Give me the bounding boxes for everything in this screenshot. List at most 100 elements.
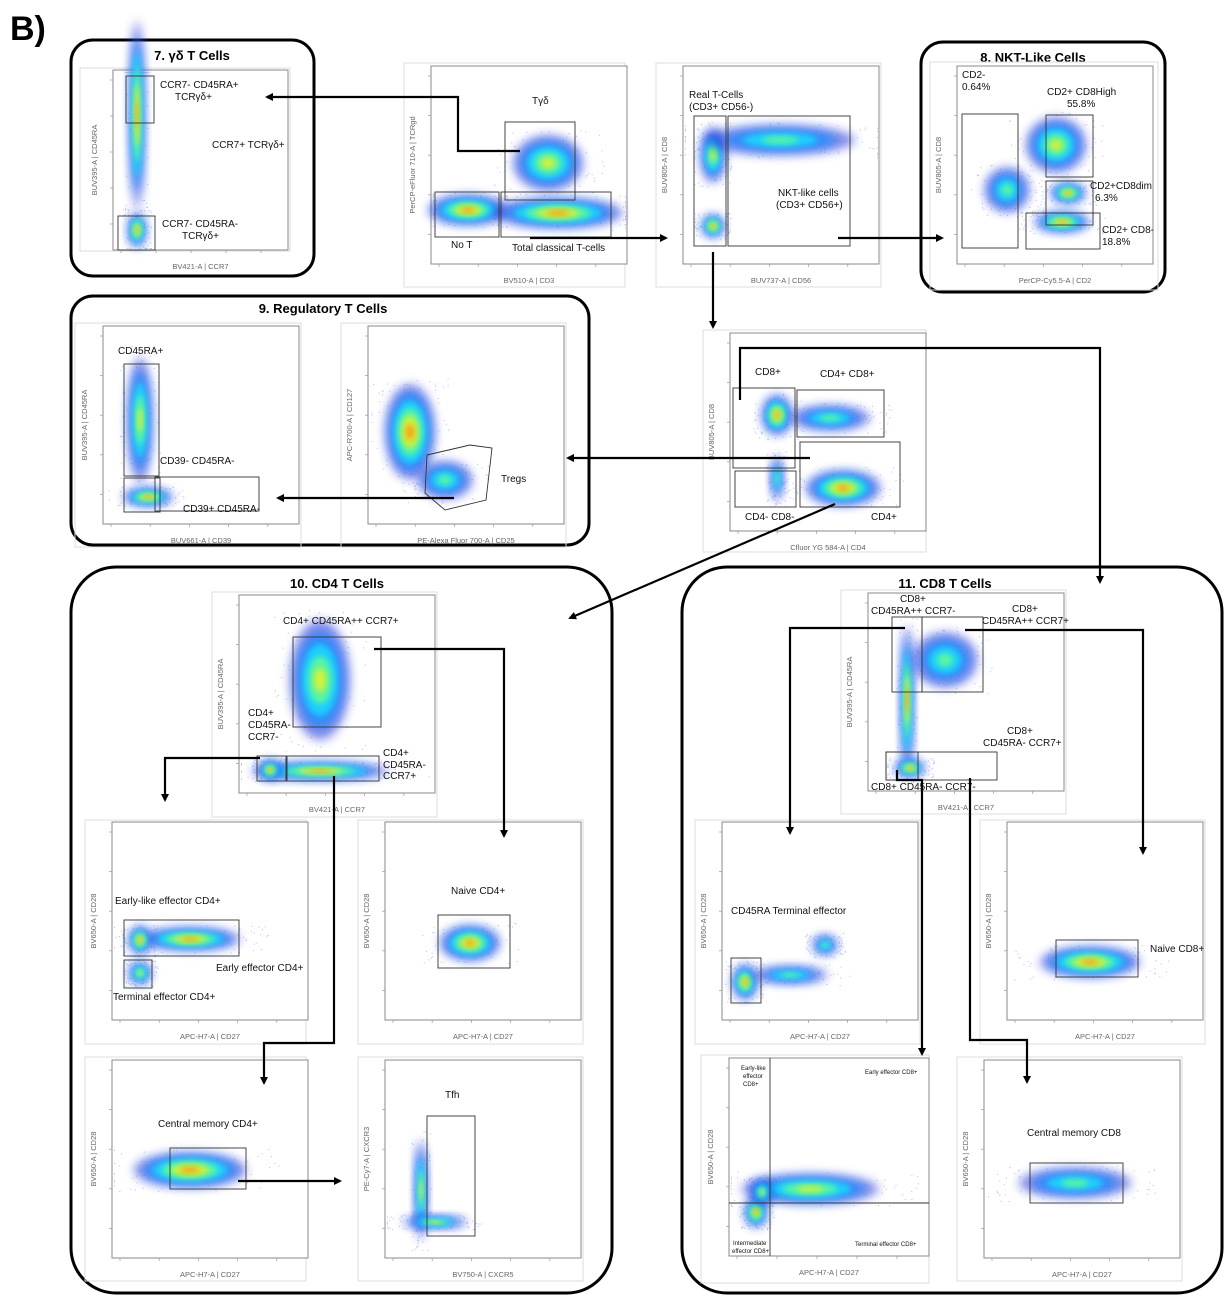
event-dot	[923, 774, 925, 776]
event-dot	[696, 129, 698, 131]
event-dot	[1017, 1170, 1019, 1172]
event-dot	[261, 1181, 263, 1183]
event-dot	[877, 131, 878, 133]
event-dot	[956, 627, 958, 629]
event-dot	[1032, 215, 1034, 217]
event-dot	[267, 934, 269, 936]
event-dot	[913, 728, 915, 730]
event-dot	[119, 935, 121, 937]
gate-rect	[693, 115, 727, 247]
event-dot	[900, 619, 902, 621]
event-dot	[548, 130, 550, 132]
event-dot	[873, 415, 875, 417]
event-dot	[767, 438, 769, 440]
density-blob	[128, 926, 152, 954]
event-dot	[153, 449, 155, 451]
event-dot	[1043, 211, 1045, 213]
event-dot	[752, 965, 754, 967]
event-dot	[252, 766, 254, 768]
event-dot	[833, 956, 835, 958]
event-dot	[729, 230, 731, 232]
event-dot	[1162, 945, 1164, 947]
density-blob	[440, 925, 500, 961]
event-dot	[140, 209, 142, 211]
event-dot	[415, 488, 417, 490]
gate-label: Early effector CD4+	[216, 963, 304, 974]
event-dot	[623, 211, 625, 213]
event-dot	[753, 428, 755, 430]
event-dot	[382, 394, 384, 396]
event-dot	[722, 183, 724, 185]
event-dot	[310, 737, 312, 739]
event-dot	[125, 983, 127, 985]
event-dot	[1096, 204, 1097, 206]
event-dot	[838, 941, 840, 943]
event-dot	[777, 501, 779, 503]
event-dot	[924, 771, 926, 773]
event-dot	[144, 241, 146, 243]
x-axis-label: BUV661-A | CD39	[171, 536, 231, 545]
event-dot	[127, 928, 129, 930]
event-dot	[603, 165, 605, 167]
density-level	[438, 475, 452, 485]
arrow-cd8-to-temra	[786, 626, 905, 835]
event-dot	[729, 213, 731, 215]
event-dot	[1056, 945, 1058, 947]
density-level	[547, 210, 569, 216]
event-dot	[1014, 167, 1016, 169]
gate-label: Terminal effector CD4+	[113, 992, 216, 1003]
event-dot	[877, 147, 878, 149]
gate-label: (CD3+ CD56-)	[689, 102, 753, 113]
event-dot	[1088, 228, 1090, 230]
event-dot	[803, 407, 805, 409]
event-dot	[363, 779, 365, 781]
event-dot	[915, 692, 917, 694]
event-dot	[1085, 185, 1087, 187]
gate-label: 0.64%	[962, 82, 990, 93]
event-dot	[879, 474, 881, 476]
gate-label: Tfh	[445, 1090, 459, 1101]
event-dot	[770, 1227, 772, 1229]
event-dot	[408, 483, 410, 485]
density-level	[774, 411, 780, 419]
event-dot	[803, 480, 805, 482]
event-dot	[1014, 1172, 1016, 1174]
event-dot	[936, 632, 938, 634]
event-dot	[789, 497, 791, 499]
event-dot	[433, 201, 434, 203]
event-dot	[1008, 1200, 1010, 1202]
event-dot	[128, 983, 130, 985]
event-dot	[743, 1212, 745, 1214]
event-dot	[149, 210, 151, 212]
event-dot	[571, 194, 573, 196]
event-dot	[808, 944, 810, 946]
density-blob	[133, 1152, 247, 1188]
event-dot	[409, 778, 411, 780]
gate-label: CCR7- CD45RA-	[162, 219, 238, 230]
event-dot	[828, 153, 830, 155]
event-dot	[441, 1215, 443, 1217]
density-level	[1057, 220, 1067, 224]
event-dot	[1007, 214, 1009, 216]
event-dot	[976, 174, 978, 176]
event-dot	[390, 1216, 392, 1218]
event-dot	[579, 185, 581, 187]
event-dot	[702, 132, 704, 134]
event-dot	[812, 937, 814, 939]
event-dot	[298, 613, 300, 615]
event-dot	[766, 1221, 768, 1223]
event-dot	[694, 158, 696, 160]
gate-label: Terminal effector CD8+	[855, 1242, 917, 1248]
event-dot	[1055, 172, 1057, 174]
event-dot	[127, 117, 129, 119]
event-dot	[747, 962, 749, 964]
event-dot	[1149, 970, 1151, 972]
event-dot	[821, 934, 823, 936]
event-dot	[697, 148, 699, 150]
event-dot	[1018, 957, 1020, 959]
event-dot	[148, 506, 150, 508]
event-dot	[475, 1223, 477, 1225]
event-dot	[434, 389, 436, 391]
event-dot	[899, 678, 901, 680]
